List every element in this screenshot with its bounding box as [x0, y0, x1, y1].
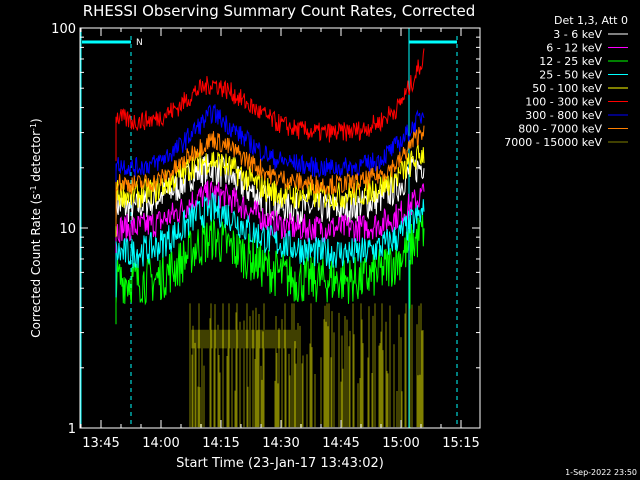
y-tick-label: 100 — [51, 22, 76, 37]
x-tick-label: 14:00 — [142, 436, 179, 451]
legend-title: Det 1,3, Att 0 — [554, 14, 628, 27]
series-line-3 — [115, 192, 425, 270]
legend-label: 7000 - 15000 keV — [504, 136, 602, 149]
y-tick-label: 10 — [59, 222, 76, 237]
legend-label: 300 - 800 keV — [525, 109, 602, 122]
chart-title: RHESSI Observing Summary Count Rates, Co… — [83, 2, 476, 20]
x-tick-label: 13:45 — [82, 436, 119, 451]
series-line-7 — [115, 125, 425, 195]
plot-frame — [79, 27, 481, 429]
legend-label: 6 - 12 keV — [546, 42, 602, 55]
x-axis-label: Start Time (23-Jan-17 13:43:02) — [176, 456, 384, 471]
series-line-6 — [115, 104, 425, 178]
timestamp: 1-Sep-2022 23:50 — [565, 468, 637, 477]
series-line-2 — [115, 211, 425, 306]
legend-label: 100 - 300 keV — [525, 96, 602, 109]
x-tick-label: 14:15 — [202, 436, 239, 451]
legend-label: 25 - 50 keV — [539, 69, 602, 82]
y-tick-label: 1 — [68, 422, 76, 437]
series-line-5 — [115, 48, 425, 143]
legend-label: 50 - 100 keV — [532, 82, 602, 95]
x-tick-label: 14:30 — [262, 436, 299, 451]
x-tick-label: 14:45 — [322, 436, 359, 451]
x-tick-label: 15:00 — [382, 436, 419, 451]
series-line-1 — [115, 180, 425, 244]
series-line-4 — [115, 144, 425, 211]
legend-label: 3 - 6 keV — [553, 28, 602, 41]
legend-label: 800 - 7000 keV — [518, 123, 602, 136]
x-tick-label: 15:15 — [442, 436, 479, 451]
legend-label: 12 - 25 keV — [539, 55, 602, 68]
n-marker-label: N — [136, 38, 143, 48]
y-axis-label: Corrected Count Rate (s-1 detector-1) — [29, 118, 44, 337]
